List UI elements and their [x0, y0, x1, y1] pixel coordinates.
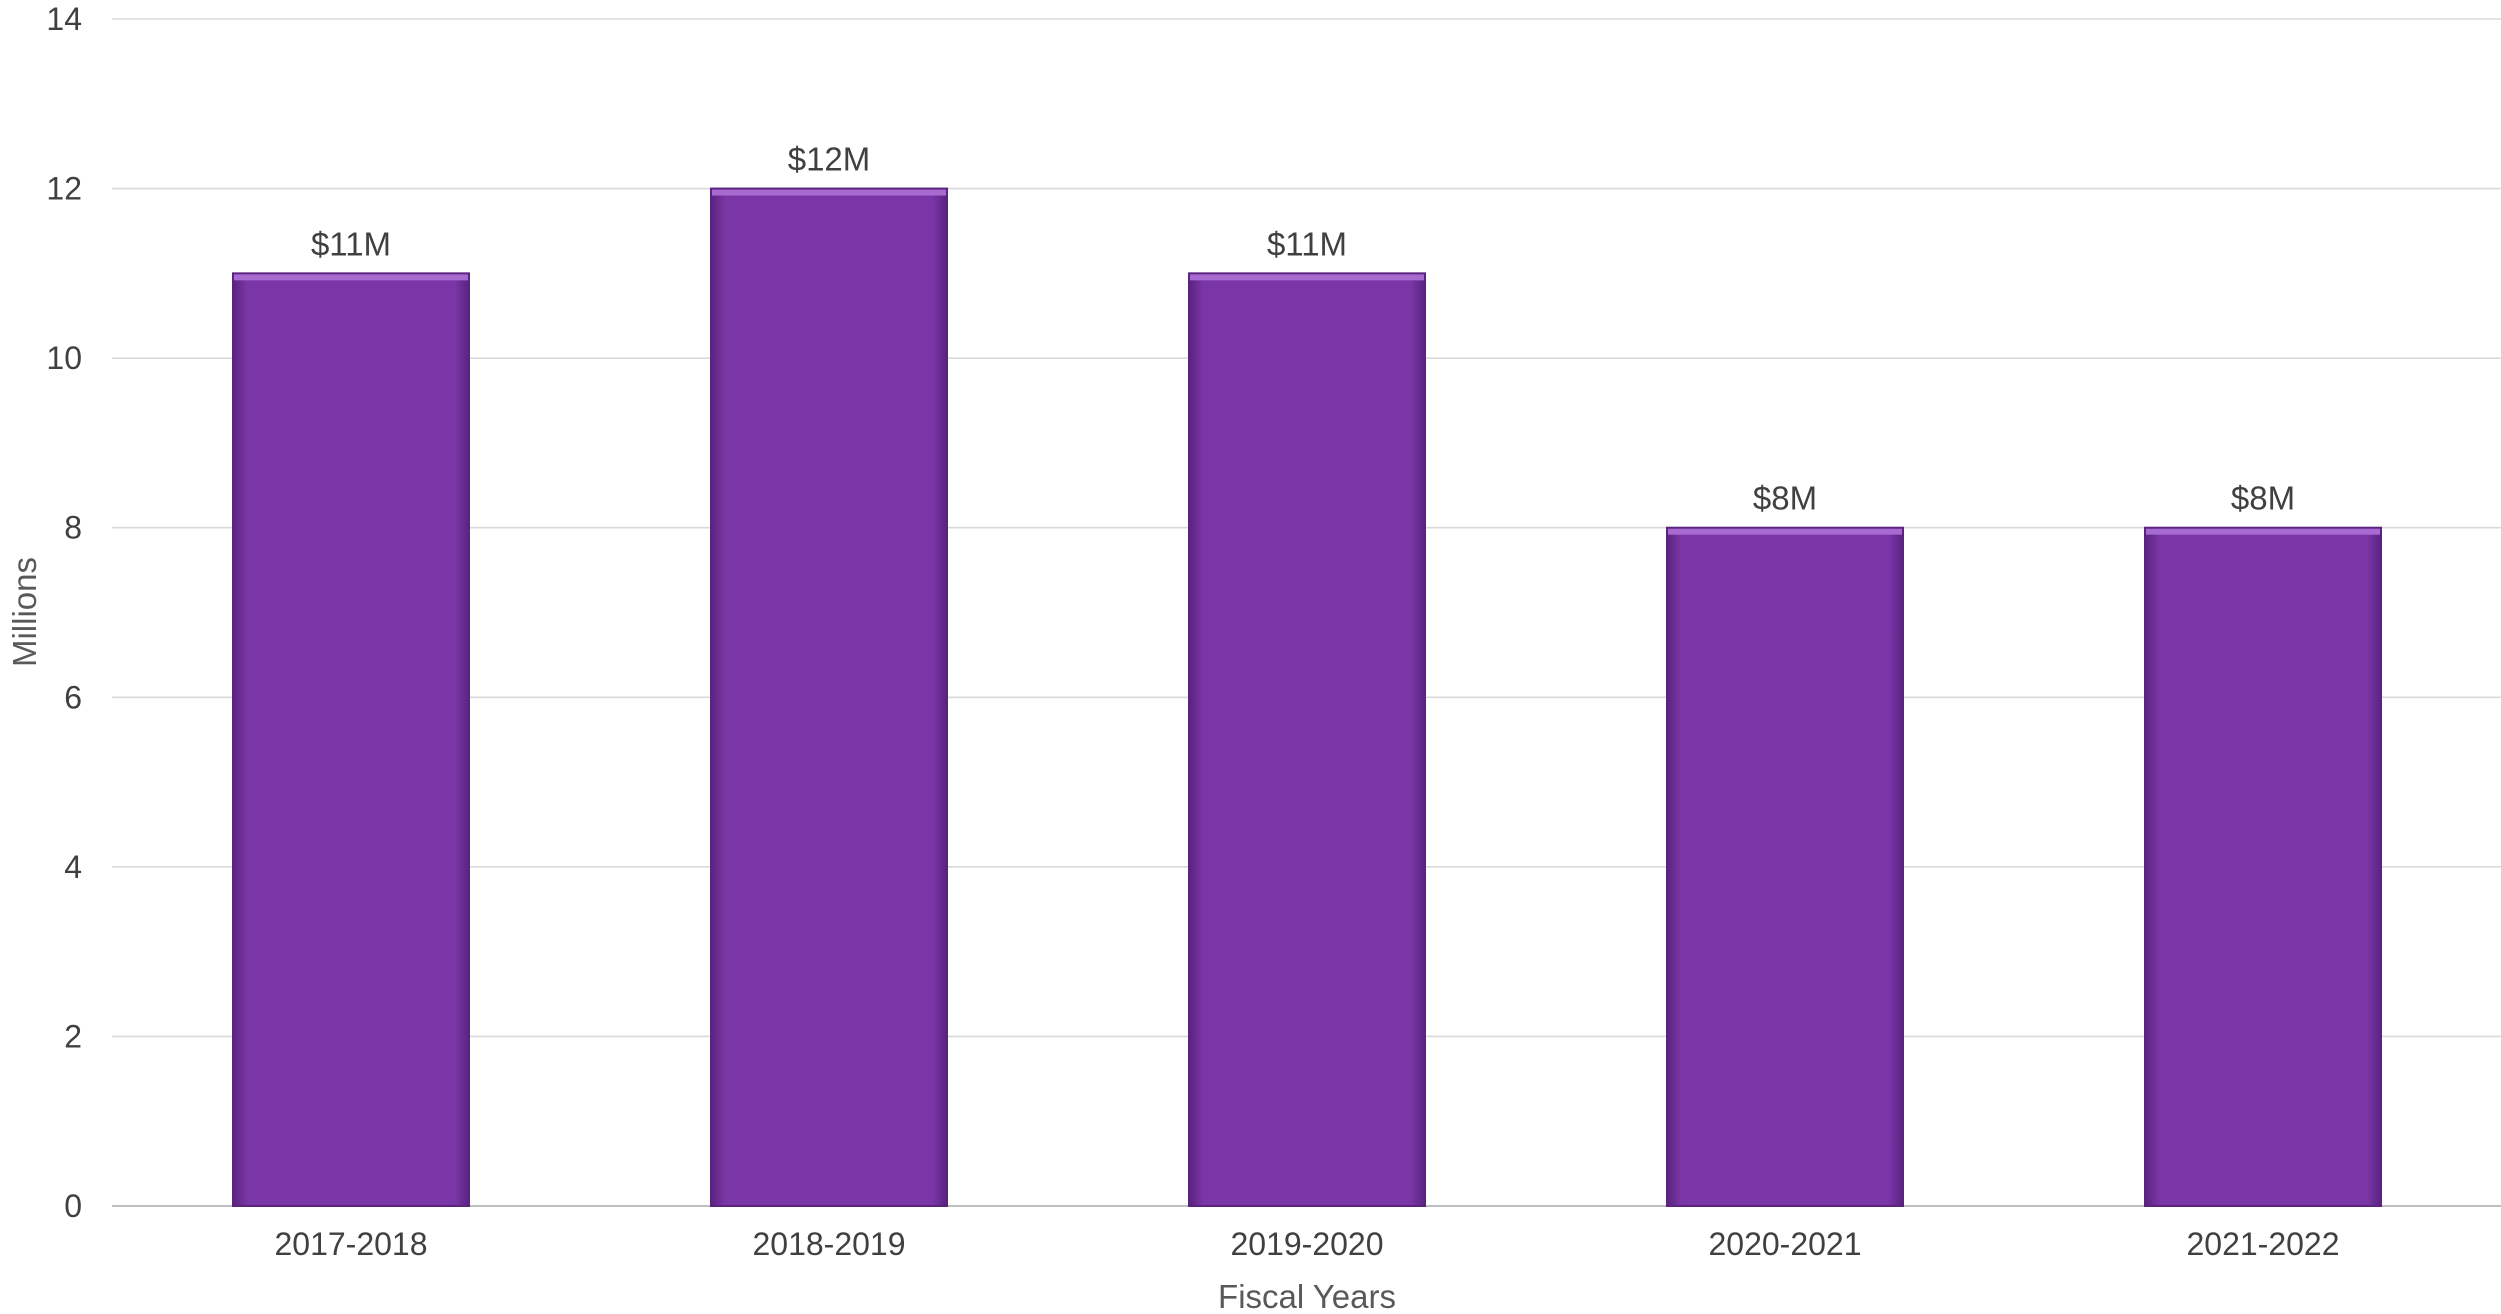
data-label: $8M: [1753, 480, 1817, 517]
y-tick-label: 14: [46, 1, 82, 37]
y-tick-label: 2: [64, 1018, 82, 1054]
y-tick-label: 8: [64, 510, 82, 546]
bar: [2144, 526, 2382, 1207]
y-tick-label: 6: [64, 679, 82, 715]
bars: [232, 187, 2382, 1208]
y-axis-title: Millions: [6, 557, 43, 667]
bar: [1188, 272, 1426, 1208]
data-label: $11M: [311, 225, 391, 262]
x-tick-label: 2019-2020: [1230, 1226, 1383, 1262]
y-tick-label: 0: [64, 1188, 82, 1224]
bar-top-highlight: [234, 274, 468, 281]
x-axis-ticks: 2017-2018 2018-2019 2019-2020 2020-2021 2021…: [274, 1226, 2339, 1262]
bar-top-highlight: [1668, 528, 1902, 535]
x-tick-label: 2020-2021: [1708, 1226, 1861, 1262]
bar-top-highlight: [1190, 274, 1424, 281]
x-tick-label: 2021-2022: [2186, 1226, 2339, 1262]
x-tick-label: 2017-2018: [274, 1226, 427, 1262]
y-tick-label: 10: [46, 340, 82, 376]
y-axis-ticks: 0 2 4 6 8 10 12 14: [46, 1, 82, 1224]
bar: [1666, 526, 1904, 1207]
x-axis-title: Fiscal Years: [1218, 1278, 1396, 1314]
bar: [232, 272, 470, 1208]
bar: [710, 187, 948, 1208]
data-label: $11M: [1267, 225, 1347, 262]
bar-top-highlight: [2146, 528, 2380, 535]
bar-top-highlight: [712, 189, 946, 196]
data-labels: $11M $12M $11M $8M $8M: [311, 141, 2295, 517]
y-tick-label: 4: [64, 849, 82, 885]
data-label: $12M: [788, 141, 871, 178]
data-label: $8M: [2231, 480, 2295, 517]
y-tick-label: 12: [46, 171, 82, 207]
x-tick-label: 2018-2019: [752, 1226, 905, 1262]
